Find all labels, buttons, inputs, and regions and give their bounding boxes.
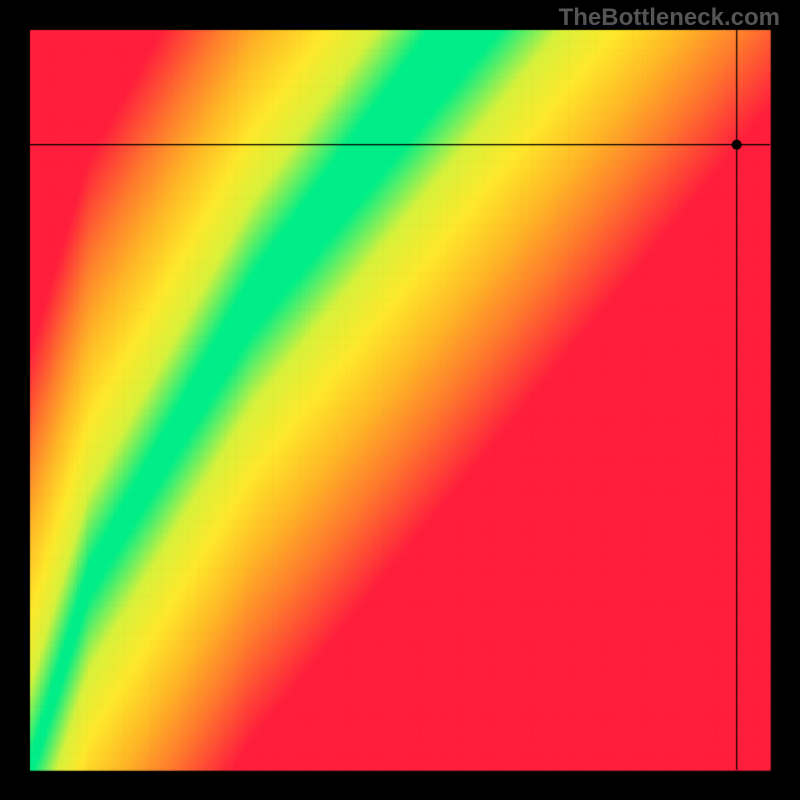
chart-container: TheBottleneck.com (0, 0, 800, 800)
watermark-label: TheBottleneck.com (559, 4, 780, 32)
bottleneck-heatmap (0, 0, 800, 800)
